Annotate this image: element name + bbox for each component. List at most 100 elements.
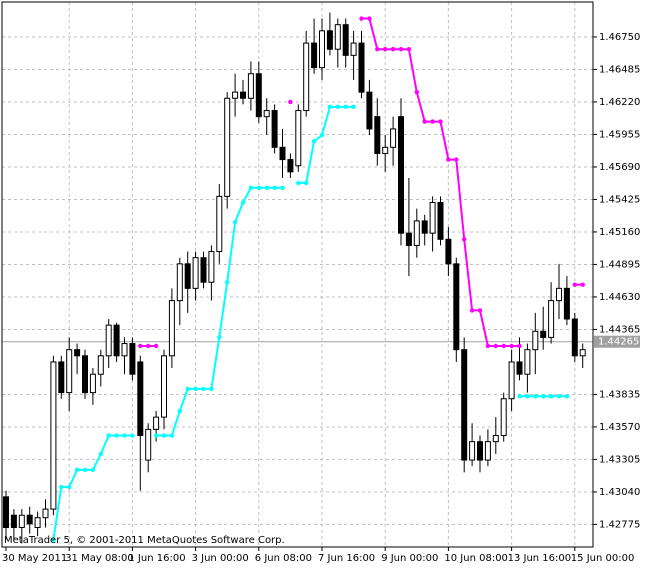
indicator-dot	[430, 119, 435, 124]
candle-body	[232, 91, 239, 99]
candle-body	[548, 300, 555, 338]
indicator-dot	[256, 185, 261, 190]
candle-body	[184, 263, 191, 289]
indicator-dot	[469, 308, 475, 313]
candle-body	[556, 287, 562, 302]
candle-body	[42, 508, 49, 519]
indicator-dot	[153, 433, 159, 438]
indicator-dot	[146, 343, 151, 349]
indicator-dot	[264, 185, 269, 190]
candle-body	[366, 91, 373, 130]
price-label-box	[594, 335, 640, 348]
candle-body	[405, 232, 412, 246]
candle-body	[247, 73, 254, 99]
candle-body	[176, 263, 183, 302]
indicator-dot	[217, 335, 222, 340]
x-tick-label: 13 Jun 16:00	[508, 553, 572, 564]
indicator-dot	[169, 433, 175, 438]
candle-body	[413, 220, 420, 246]
candle-body	[105, 324, 112, 357]
indicator-dot	[304, 180, 309, 186]
grid	[2, 2, 593, 547]
candle-body	[477, 441, 483, 461]
indicator-dot	[193, 386, 198, 392]
candle-body	[255, 73, 262, 118]
candle-body	[216, 195, 223, 253]
indicator-dot	[82, 467, 88, 473]
candle-body	[303, 42, 310, 112]
indicator-dot	[67, 484, 72, 490]
indicator-dot	[185, 386, 190, 392]
indicator-dot	[319, 132, 325, 138]
indicator-dot	[446, 157, 451, 162]
indicator-dot	[517, 394, 522, 399]
candle-body	[334, 24, 341, 50]
candle-body	[263, 110, 270, 118]
candle-body	[563, 287, 570, 320]
x-tick-label: 1 Jun 16:00	[128, 553, 185, 564]
indicator-dot	[548, 394, 554, 399]
candle-body	[421, 220, 428, 234]
candle-body	[445, 238, 452, 265]
indicator-dot	[343, 104, 348, 110]
candle-body	[311, 42, 318, 69]
y-tick-label: 1.46220	[599, 97, 640, 108]
y-tick-label: 1.44895	[599, 259, 640, 270]
candle-body	[492, 435, 499, 443]
indicator-dot	[509, 343, 514, 349]
candle-body	[10, 514, 17, 529]
x-tick-label: 31 May 08:00	[65, 553, 134, 564]
indicator-dot	[580, 282, 585, 287]
candle-body	[532, 330, 539, 351]
candle-body	[342, 24, 349, 56]
indicator-dot	[564, 394, 570, 399]
candle-body	[319, 30, 325, 69]
indicator-dot	[59, 484, 64, 490]
y-tick-label: 1.43305	[599, 454, 640, 465]
indicator-dot	[106, 433, 111, 438]
candle-body	[390, 128, 397, 148]
candle-body	[153, 416, 160, 430]
indicator-dot	[114, 433, 119, 438]
candle-body	[287, 159, 294, 173]
candle-body	[579, 349, 586, 357]
candle-body	[453, 263, 460, 351]
indicator-dot	[398, 47, 404, 52]
indicator-dot	[240, 200, 246, 205]
candle-body	[469, 441, 476, 461]
candle-body	[437, 202, 444, 240]
indicator-dot	[98, 451, 104, 457]
plot-border	[1, 1, 594, 548]
y-tick-label: 1.44365	[599, 324, 640, 335]
candle-body	[34, 517, 41, 529]
candle-body	[137, 361, 144, 437]
indicator-dot	[130, 433, 135, 438]
candle-body	[58, 361, 65, 394]
indicator-dot	[327, 104, 333, 110]
candle-body	[145, 428, 152, 461]
indicator-dot	[493, 343, 498, 349]
indicator-dot	[414, 89, 419, 95]
candle-body	[279, 146, 286, 161]
indicator-dot	[232, 219, 238, 225]
indicator-dot	[517, 343, 522, 349]
indicator-dot	[351, 104, 356, 110]
candle-body	[516, 361, 523, 375]
indicator-dot	[383, 47, 388, 52]
candle-body	[484, 441, 491, 461]
candle-body	[26, 514, 33, 525]
y-tick-label: 1.43040	[599, 487, 640, 498]
indicator-dot	[422, 119, 427, 124]
x-tick-label: 3 Jun 00:00	[192, 553, 249, 564]
price-label: 1.44265	[598, 337, 639, 348]
indicator-dot	[51, 537, 56, 542]
indicator-dot	[225, 280, 230, 285]
y-tick-label: 1.45160	[599, 227, 640, 238]
indicator-dot	[153, 343, 159, 349]
y-tick-label: 1.45690	[599, 162, 640, 173]
candle-body	[350, 42, 357, 56]
indicator-dot	[359, 16, 364, 21]
candle-body	[74, 349, 81, 357]
indicator-dot	[541, 394, 546, 399]
